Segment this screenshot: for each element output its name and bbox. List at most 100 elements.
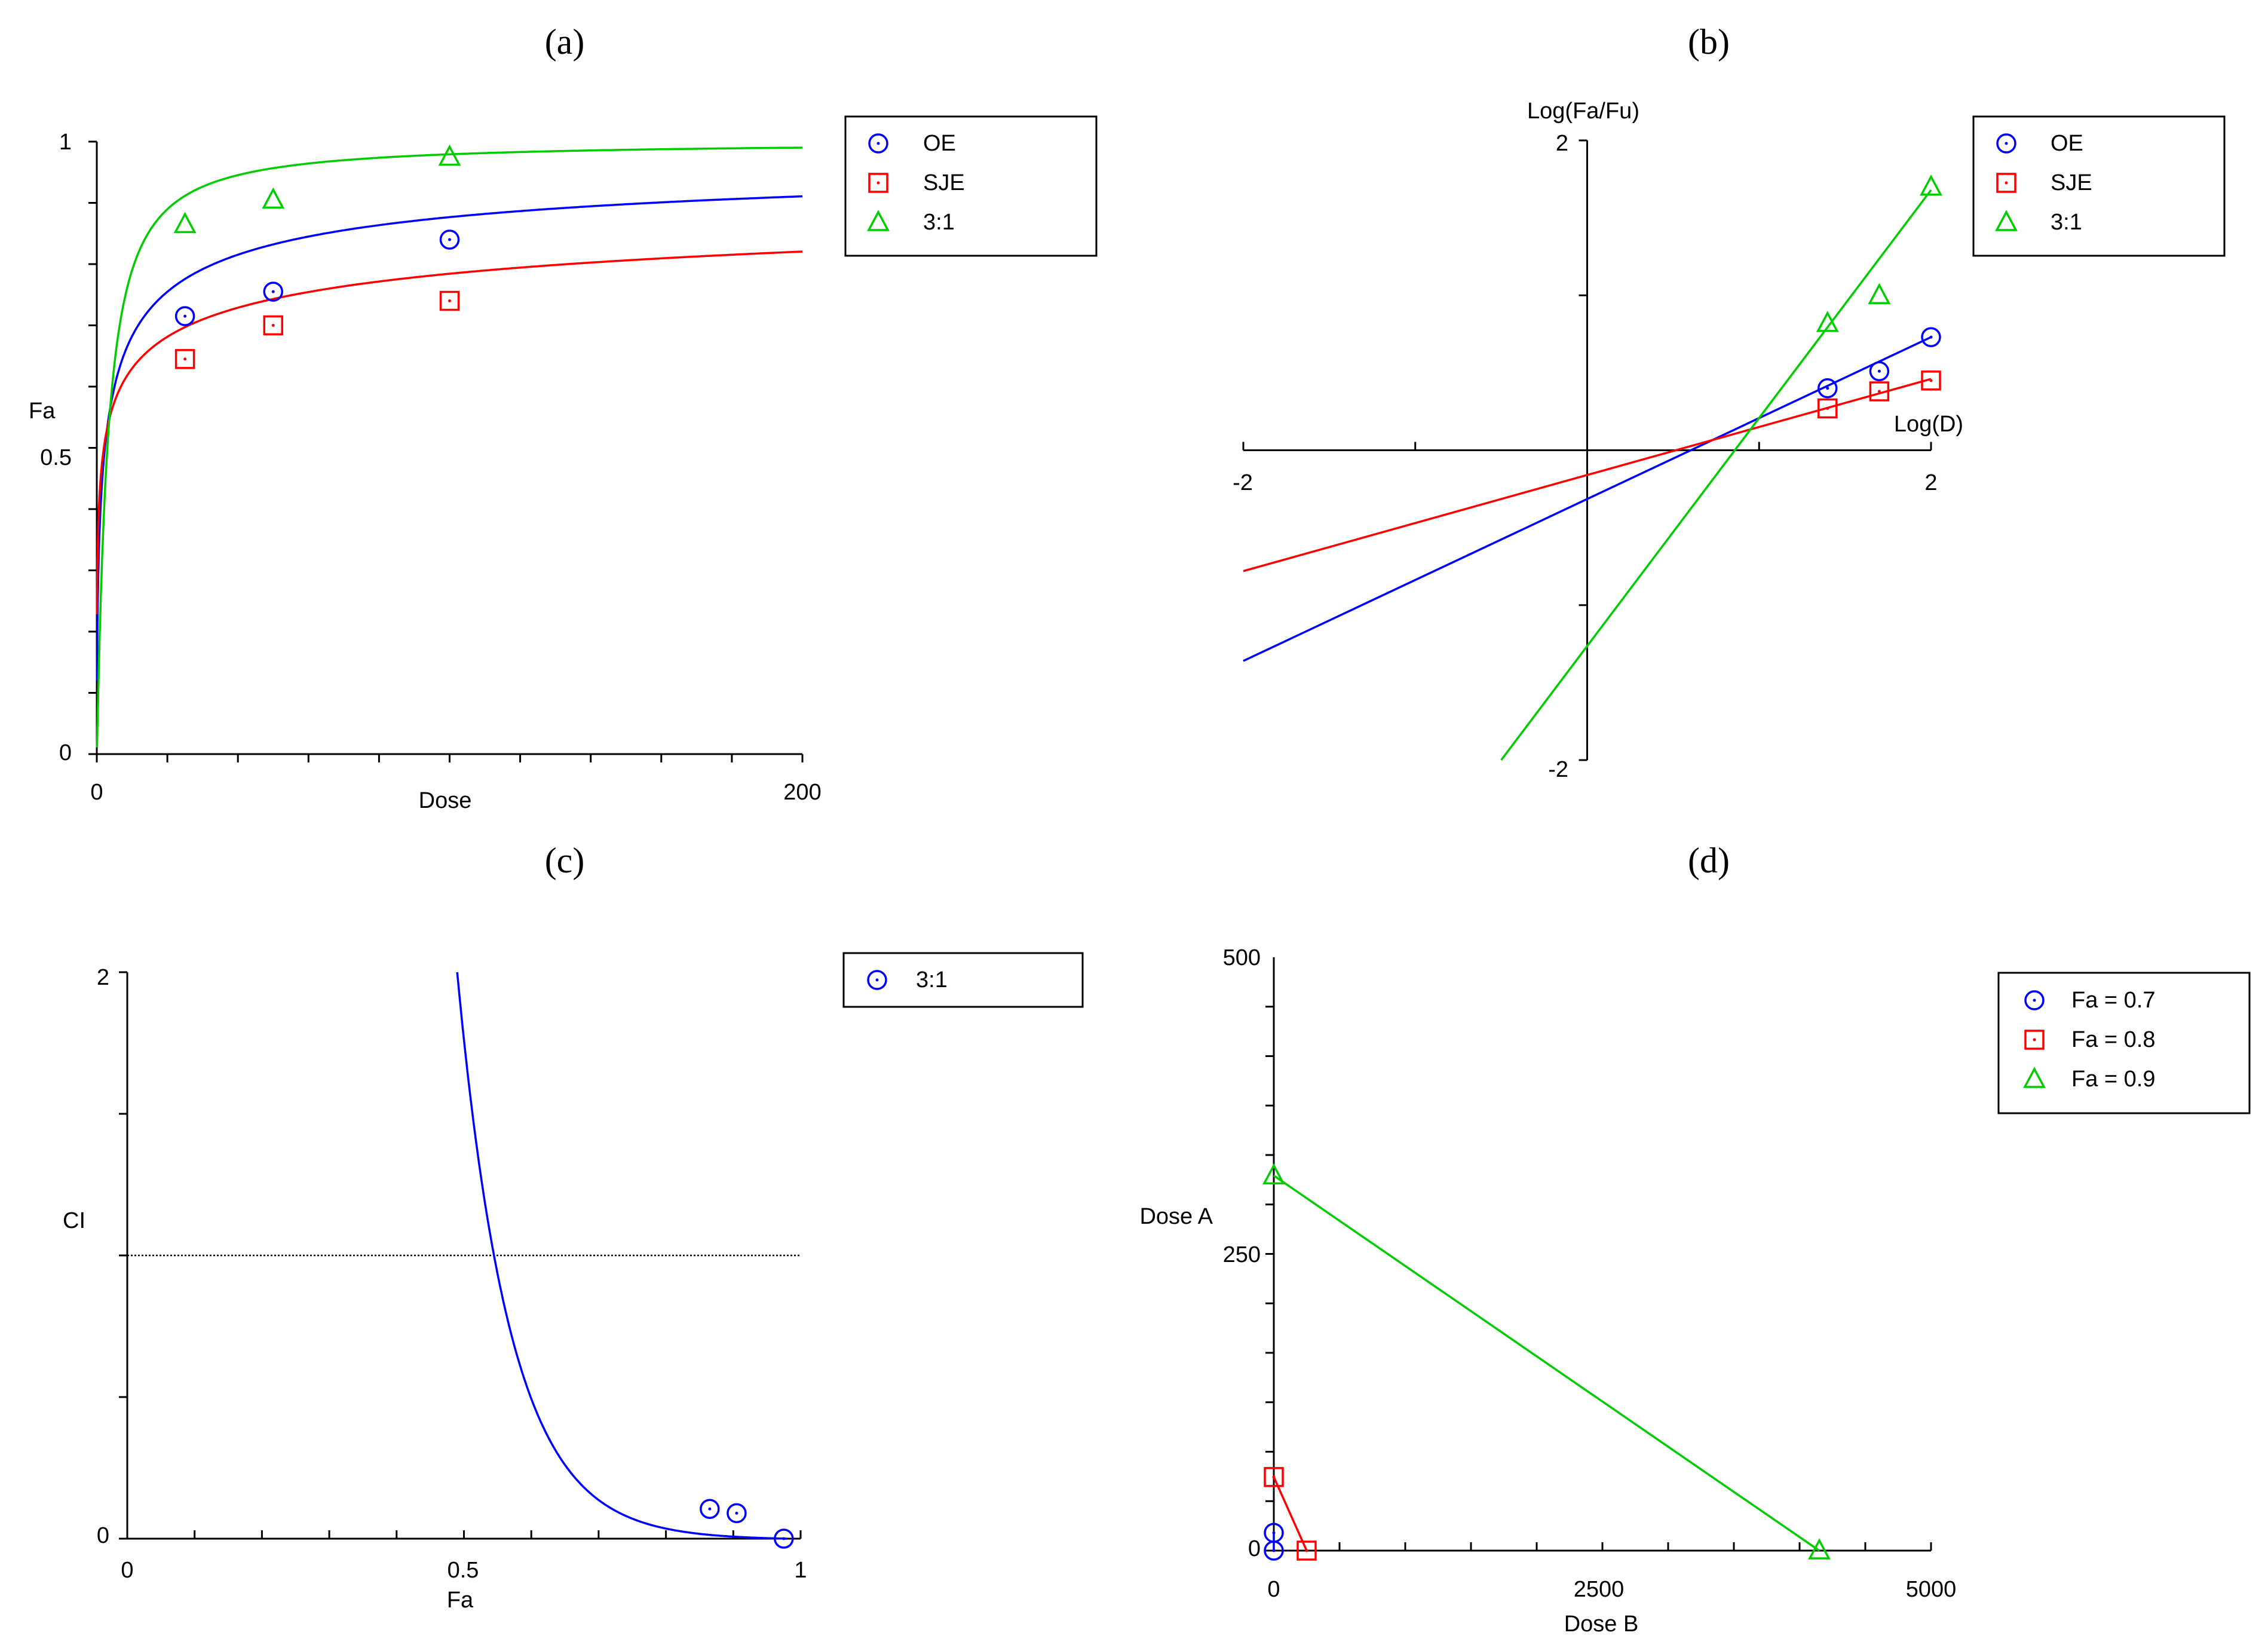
b-ytick--2: -2 <box>1548 757 1568 782</box>
legend-marker-2 <box>868 173 888 193</box>
panel-a-curves <box>96 146 803 748</box>
a-legend-box <box>844 115 1098 257</box>
d-ytick-0: 0 <box>1248 1536 1261 1561</box>
legend-marker-3 <box>1995 210 2018 231</box>
d-ytick-500: 500 <box>1223 945 1261 970</box>
c-legend-markers <box>867 970 887 990</box>
b-legend-31: 3:1 <box>2051 210 2082 235</box>
d-line-3 <box>1273 1174 1820 1552</box>
d-xtick-2500: 2500 <box>1574 1577 1625 1602</box>
c-xtick-0: 0 <box>121 1558 133 1583</box>
b-point-3:1-2 <box>1868 283 1891 304</box>
d-legend: Fa = 0.7 Fa = 0.8 Fa = 0.9 <box>1997 972 2251 1114</box>
b-ytick-2: 2 <box>1556 131 1568 156</box>
d-point-2-1 <box>1264 1467 1284 1487</box>
d-xtick-0: 0 <box>1267 1577 1280 1602</box>
d-legend-fa07: Fa = 0.7 <box>2071 988 2155 1013</box>
d-point-3-2 <box>1808 1538 1831 1560</box>
panel-c-curves <box>127 972 801 1540</box>
panel-c-markers <box>700 1499 794 1549</box>
panel-d-axes <box>1265 957 1932 1552</box>
b-point-SJE-2 <box>1869 381 1890 402</box>
b-x-axis-title: Log(D) <box>1894 412 1963 437</box>
c-xtick-0.5: 0.5 <box>448 1558 479 1583</box>
a-xtick-200: 200 <box>783 780 821 805</box>
d-line-2 <box>1273 1477 1308 1551</box>
panel-a-plot: 1 0.5 0 0 200 Dose Fa OE SJE 3:1 <box>29 115 1098 813</box>
panel-b-lines <box>1243 189 1932 761</box>
panel-c-plot: 2 0 0 0.5 1 Fa CI 3:1 <box>63 952 1084 1613</box>
d-point-1-2 <box>1264 1540 1284 1561</box>
b-legend-oe: OE <box>2051 131 2083 156</box>
panel-b-markers <box>1816 174 1942 419</box>
a-point-3:1-1 <box>173 212 197 234</box>
d-legend-fa09: Fa = 0.9 <box>2071 1067 2155 1092</box>
panel-label-c: (c) <box>545 841 585 880</box>
b-point-SJE-3 <box>1921 370 1941 391</box>
legend-marker-2 <box>1996 173 2016 193</box>
a-y-axis-title: Fa <box>29 399 56 424</box>
a-xtick-0: 0 <box>90 780 103 805</box>
c-legend-box <box>842 952 1084 1008</box>
d-legend-markers <box>2023 990 2046 1088</box>
c-ytick-2: 2 <box>97 965 109 990</box>
panel-label-d: (d) <box>1688 841 1730 880</box>
b-point-OE-3 <box>1921 327 1941 347</box>
a-ytick-1: 1 <box>59 130 72 155</box>
b-legend-sje: SJE <box>2051 170 2092 195</box>
panel-a-markers <box>173 144 461 369</box>
a-ytick-0.5: 0.5 <box>40 445 72 470</box>
a-legend-sje: SJE <box>923 170 965 195</box>
b-line-SJE <box>1243 378 1932 572</box>
d-xtick-5000: 5000 <box>1906 1577 1957 1602</box>
c-legend-31: 3:1 <box>916 967 948 993</box>
b-line-OE <box>1243 336 1932 662</box>
panel-d-plot: 500 250 0 0 2500 5000 Dose B Dose A Fa =… <box>1139 945 2251 1637</box>
b-legend-box <box>1972 115 2226 257</box>
panel-d-markers <box>1262 1163 1831 1561</box>
b-legend-markers <box>1995 133 2018 231</box>
b-point-OE-1 <box>1818 378 1838 399</box>
d-legend-fa08: Fa = 0.8 <box>2071 1027 2155 1052</box>
c-point-3 <box>774 1529 794 1549</box>
panel-b-plot: 2 -2 -2 2 Log(Fa/Fu) Log(D) OE SJE 3:1 <box>1233 99 2226 782</box>
panel-d-lines <box>1273 1174 1820 1552</box>
a-legend-markers <box>867 133 890 231</box>
a-curve-OE <box>96 195 803 681</box>
b-point-3:1-3 <box>1920 174 1942 196</box>
a-point-SJE-1 <box>174 349 195 369</box>
b-point-3:1-1 <box>1816 311 1839 332</box>
c-y-axis-title: CI <box>63 1208 85 1233</box>
c-curve-3:1 <box>456 972 787 1540</box>
b-line-3:1 <box>1500 189 1932 761</box>
a-curve-3:1 <box>96 146 803 748</box>
d-y-axis-title: Dose A <box>1139 1204 1213 1229</box>
legend-marker-3 <box>2023 1067 2046 1088</box>
a-point-OE-1 <box>174 306 195 326</box>
d-x-axis-title: Dose B <box>1564 1612 1639 1637</box>
a-legend-oe: OE <box>923 131 956 156</box>
a-x-axis-title: Dose <box>419 788 472 813</box>
a-curve-SJE <box>96 250 803 614</box>
a-point-OE-3 <box>439 229 460 250</box>
panel-b-axes <box>1242 139 1932 761</box>
a-legend: OE SJE 3:1 <box>844 115 1098 257</box>
c-point-2 <box>727 1503 747 1524</box>
legend-marker-2 <box>2024 1030 2045 1050</box>
c-legend: 3:1 <box>842 952 1084 1008</box>
d-ytick-250: 250 <box>1223 1242 1261 1267</box>
a-point-SJE-3 <box>439 290 460 311</box>
b-xtick-2: 2 <box>1924 470 1937 495</box>
c-point-1 <box>700 1499 720 1519</box>
panel-label-b: (b) <box>1688 22 1730 62</box>
b-xtick--2: -2 <box>1233 470 1253 495</box>
a-ytick-0: 0 <box>59 740 72 765</box>
b-y-axis-title: Log(Fa/Fu) <box>1527 99 1639 124</box>
legend-marker-1 <box>867 970 887 990</box>
legend-marker-1 <box>868 133 888 154</box>
c-x-axis-title: Fa <box>447 1588 474 1613</box>
b-point-OE-2 <box>1869 361 1890 382</box>
legend-marker-1 <box>1996 133 2016 154</box>
a-point-SJE-2 <box>263 315 283 336</box>
